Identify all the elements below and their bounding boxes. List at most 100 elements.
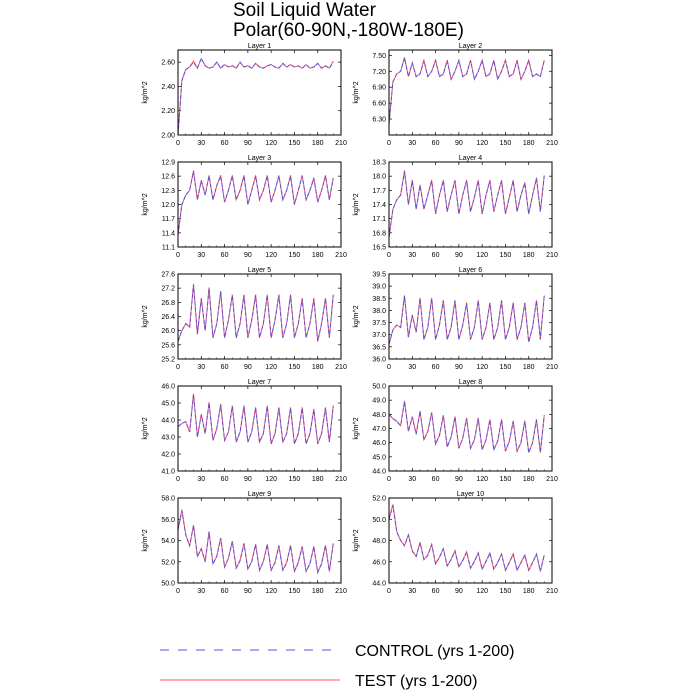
chart-title-line2: Polar(60-90N,-180W-180E) bbox=[233, 20, 464, 41]
x-tick-label: 90 bbox=[455, 588, 463, 595]
series-test-line bbox=[388, 400, 545, 453]
x-tick-label: 90 bbox=[244, 140, 252, 147]
x-tick-label: 120 bbox=[476, 364, 488, 371]
y-tick-label: 58.0 bbox=[161, 496, 175, 503]
y-tick-label: 48.0 bbox=[372, 412, 386, 419]
y-tick-label: 50.0 bbox=[372, 517, 386, 524]
y-tick-label: 26.8 bbox=[161, 300, 175, 307]
x-tick-label: 0 bbox=[176, 252, 180, 259]
y-tick-label: 11.7 bbox=[162, 216, 175, 223]
x-tick-label: 120 bbox=[265, 588, 277, 595]
x-tick-label: 30 bbox=[408, 252, 416, 259]
y-axis-label: kg/m^2 bbox=[142, 81, 149, 103]
plot-frame bbox=[177, 497, 342, 584]
x-tick-label: 120 bbox=[476, 476, 488, 483]
panel-1: Layer 1 kg/m^2 0 30 60 90 120 150 180 210 2.00 2.20… bbox=[142, 43, 347, 147]
y-tick-label: 25.2 bbox=[161, 357, 175, 364]
panel-title: Layer 2 bbox=[459, 43, 482, 50]
y-tick-label: 2.60 bbox=[161, 60, 175, 67]
y-tick-label: 37.0 bbox=[372, 332, 386, 339]
series-control-line bbox=[388, 401, 545, 453]
x-tick-label: 120 bbox=[476, 588, 488, 595]
x-tick-label: 150 bbox=[289, 140, 301, 147]
y-tick-label: 44.0 bbox=[372, 581, 386, 588]
x-tick-label: 210 bbox=[546, 364, 558, 371]
x-tick-label: 90 bbox=[455, 140, 463, 147]
x-tick-label: 150 bbox=[500, 364, 512, 371]
series-test-line bbox=[177, 283, 334, 342]
y-axis-label: kg/m^2 bbox=[142, 529, 149, 551]
series-control-line bbox=[388, 57, 545, 125]
y-tick-label: 39.0 bbox=[372, 284, 386, 291]
x-tick-label: 0 bbox=[387, 140, 391, 147]
legend-test-label: TEST (yrs 1-200) bbox=[355, 673, 477, 690]
plot-frame bbox=[177, 273, 342, 360]
plot-frame bbox=[177, 161, 342, 248]
panel-7: Layer 7 kg/m^2 0 30 60 90 120 150 180 210 41.0 42.0… bbox=[142, 379, 347, 483]
panel-title: Layer 5 bbox=[248, 267, 271, 274]
x-tick-label: 0 bbox=[387, 252, 391, 259]
x-tick-label: 120 bbox=[476, 140, 488, 147]
x-tick-label: 30 bbox=[408, 588, 416, 595]
x-tick-label: 90 bbox=[455, 476, 463, 483]
x-tick-label: 210 bbox=[546, 588, 558, 595]
y-tick-label: 42.0 bbox=[161, 452, 175, 459]
y-axis-label: kg/m^2 bbox=[353, 81, 360, 103]
x-tick-label: 0 bbox=[387, 476, 391, 483]
x-tick-label: 150 bbox=[289, 588, 301, 595]
panel-4: Layer 4 kg/m^2 0 30 60 90 120 150 180 210 16.5 16.8… bbox=[353, 155, 558, 259]
y-tick-label: 56.0 bbox=[161, 517, 175, 524]
y-tick-label: 45.0 bbox=[372, 454, 386, 461]
x-tick-label: 210 bbox=[546, 252, 558, 259]
plot-frame bbox=[388, 497, 553, 584]
x-tick-label: 180 bbox=[523, 140, 535, 147]
y-tick-label: 52.0 bbox=[372, 496, 386, 503]
x-tick-label: 60 bbox=[432, 364, 440, 371]
x-tick-label: 60 bbox=[432, 140, 440, 147]
plot-frame bbox=[388, 161, 553, 248]
y-tick-label: 11.1 bbox=[162, 245, 175, 252]
x-tick-label: 60 bbox=[432, 476, 440, 483]
series-control-line bbox=[177, 510, 334, 575]
x-tick-label: 0 bbox=[387, 588, 391, 595]
x-tick-label: 180 bbox=[523, 476, 535, 483]
y-tick-label: 46.0 bbox=[161, 384, 175, 391]
x-tick-label: 120 bbox=[265, 364, 277, 371]
y-tick-label: 38.5 bbox=[372, 296, 386, 303]
y-tick-label: 47.0 bbox=[372, 426, 386, 433]
y-tick-label: 50.0 bbox=[161, 581, 175, 588]
y-tick-label: 44.0 bbox=[161, 418, 175, 425]
panel-title: Layer 1 bbox=[248, 43, 271, 50]
y-tick-label: 46.0 bbox=[372, 559, 386, 566]
panel-3: Layer 3 kg/m^2 0 30 60 90 120 150 180 210 11.1 11.4… bbox=[142, 155, 347, 259]
y-tick-label: 37.5 bbox=[372, 320, 386, 327]
x-tick-label: 210 bbox=[546, 476, 558, 483]
y-tick-label: 17.1 bbox=[372, 216, 386, 223]
panel-6: Layer 6 kg/m^2 0 30 60 90 120 150 180 210 36.0 36.5… bbox=[353, 267, 558, 371]
y-axis-label: kg/m^2 bbox=[142, 417, 149, 439]
x-tick-label: 60 bbox=[221, 364, 229, 371]
x-tick-label: 60 bbox=[432, 588, 440, 595]
y-tick-label: 26.4 bbox=[161, 314, 175, 321]
x-tick-label: 90 bbox=[455, 252, 463, 259]
x-tick-label: 150 bbox=[289, 364, 301, 371]
x-tick-label: 90 bbox=[244, 364, 252, 371]
y-tick-label: 46.0 bbox=[372, 440, 386, 447]
y-tick-label: 38.0 bbox=[372, 308, 386, 315]
x-tick-label: 90 bbox=[244, 476, 252, 483]
y-tick-label: 44.0 bbox=[372, 469, 386, 476]
y-axis-label: kg/m^2 bbox=[353, 417, 360, 439]
series-control-line bbox=[177, 171, 334, 236]
x-tick-label: 60 bbox=[221, 140, 229, 147]
x-tick-label: 210 bbox=[546, 140, 558, 147]
x-tick-label: 0 bbox=[176, 140, 180, 147]
y-tick-label: 52.0 bbox=[161, 559, 175, 566]
plot-frame bbox=[388, 273, 553, 360]
x-tick-label: 0 bbox=[387, 364, 391, 371]
y-tick-label: 2.20 bbox=[161, 108, 175, 115]
x-tick-label: 30 bbox=[408, 476, 416, 483]
x-tick-label: 180 bbox=[312, 364, 324, 371]
series-test-line bbox=[177, 170, 334, 236]
x-tick-label: 30 bbox=[197, 252, 205, 259]
